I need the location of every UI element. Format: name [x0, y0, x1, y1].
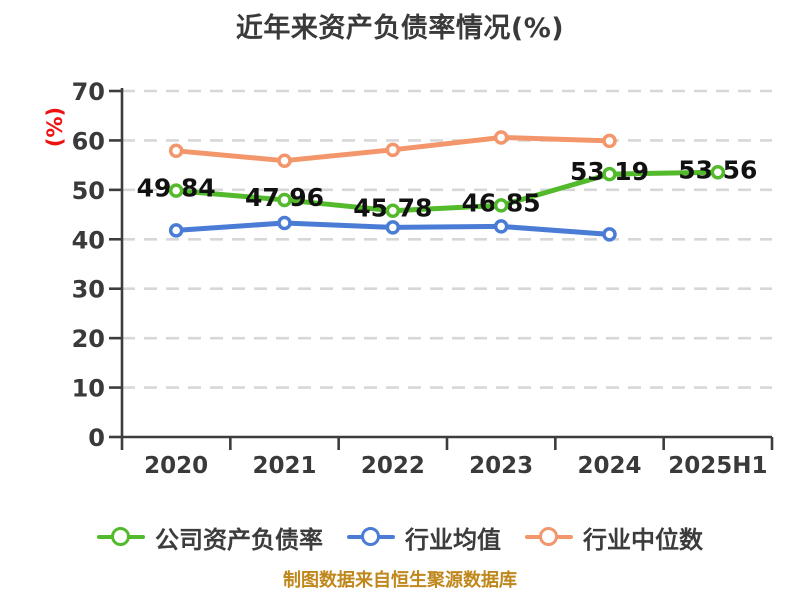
- chart-title: 近年来资产负债率情况(%): [235, 13, 565, 44]
- data-source-note: 制图数据来自恒生聚源数据库: [283, 570, 517, 591]
- y-axis-unit-label: (%): [43, 107, 67, 147]
- data-point-marker: [710, 165, 726, 180]
- data-point-marker: [602, 133, 617, 149]
- y-tick-label: 10: [72, 375, 105, 403]
- y-tick-label: 30: [72, 276, 105, 304]
- chart-legend: 公司资产负债率 行业均值 行业中位数: [0, 520, 800, 555]
- x-tick-label: 2020: [144, 453, 208, 479]
- x-tick-label: 2021: [252, 453, 316, 479]
- data-point-marker: [602, 166, 617, 182]
- legend-item-company-ratio[interactable]: 公司资产负债率: [97, 520, 323, 555]
- y-tick-label: 50: [72, 177, 105, 205]
- x-tick-label: 2024: [577, 453, 641, 479]
- y-tick-label: 70: [72, 78, 105, 106]
- legend-item-industry-median[interactable]: 行业中位数: [525, 520, 703, 555]
- data-point-marker: [493, 130, 509, 145]
- y-tick-label: 0: [88, 424, 105, 452]
- data-point-marker: [277, 215, 292, 231]
- legend-marker-orange-icon: [525, 526, 573, 548]
- data-point-marker: [168, 183, 184, 198]
- data-point-marker: [168, 143, 184, 159]
- data-point-marker: [168, 223, 184, 238]
- x-tick-label: 2025H1: [668, 453, 767, 479]
- data-point-marker: [493, 219, 509, 234]
- data-point-marker: [277, 192, 292, 208]
- legend-label-industry-median: 行业中位数: [583, 525, 703, 554]
- data-point-marker: [385, 203, 401, 218]
- legend-label-company-ratio: 公司资产负债率: [155, 525, 323, 554]
- series-line: [173, 169, 721, 214]
- data-point-marker: [602, 227, 617, 242]
- data-point-marker: [493, 198, 509, 213]
- y-tick-label: 40: [72, 226, 105, 254]
- data-point-marker: [385, 142, 401, 158]
- y-tick-label: 20: [72, 325, 105, 353]
- legend-marker-blue-icon: [347, 526, 395, 548]
- data-point-marker: [277, 153, 292, 168]
- legend-marker-green-icon: [97, 526, 145, 548]
- data-point-marker: [385, 220, 401, 235]
- x-tick-label: 2023: [469, 453, 533, 479]
- y-tick-label: 60: [72, 127, 105, 155]
- legend-item-industry-mean[interactable]: 行业均值: [347, 520, 501, 555]
- x-tick-label: 2022: [361, 453, 425, 479]
- legend-label-industry-mean: 行业均值: [405, 525, 501, 554]
- chart-plot-area: 0 10 20 30 40 50 60 70 2020 2021 2022 2023 2024 2025H…: [43, 78, 774, 479]
